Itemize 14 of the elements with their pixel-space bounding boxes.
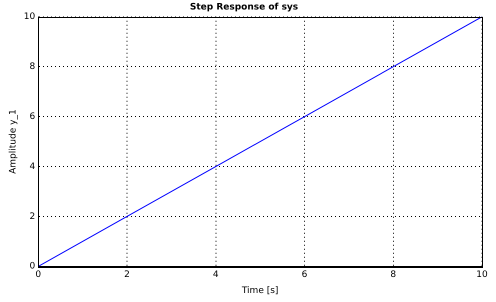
chart-title: Step Response of sys [190, 2, 298, 13]
y-axis-title: Amplitude y_1 [8, 109, 19, 174]
x-tick-label: 8 [390, 270, 396, 280]
x-tick-label: 10 [476, 270, 488, 280]
y-tick-label: 6 [30, 112, 36, 122]
y-tick-label: 2 [30, 212, 36, 222]
y-tick-label: 8 [30, 62, 36, 72]
x-axis-title: Time [s] [240, 286, 278, 296]
x-tick-label: 6 [302, 270, 308, 280]
y-tick-label: 10 [24, 12, 36, 22]
x-tick-label: 4 [212, 270, 219, 280]
y-tick-label: 4 [30, 162, 36, 172]
x-tick-label: 2 [124, 270, 130, 280]
y-tick-label: 0 [30, 262, 36, 272]
